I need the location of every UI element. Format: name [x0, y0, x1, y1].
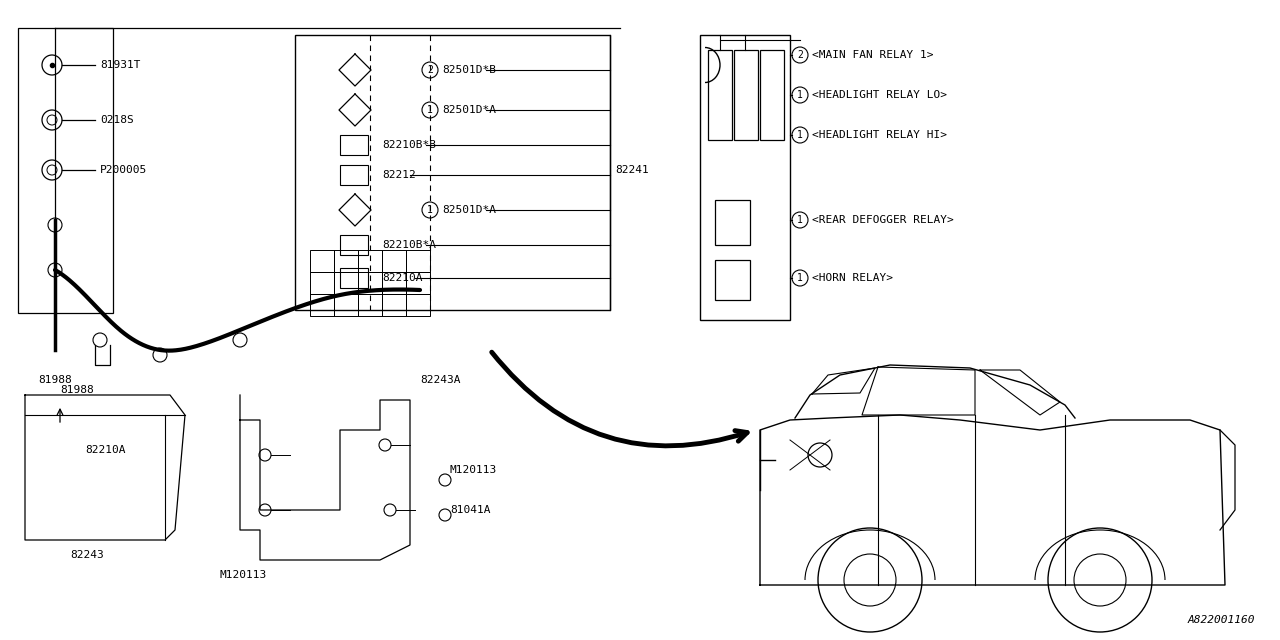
Text: <HORN RELAY>: <HORN RELAY> [812, 273, 893, 283]
Text: 81988: 81988 [60, 385, 93, 395]
Text: M120113: M120113 [220, 570, 268, 580]
Text: 81988: 81988 [38, 375, 72, 385]
Text: 1: 1 [797, 130, 803, 140]
Text: <REAR DEFOGGER RELAY>: <REAR DEFOGGER RELAY> [812, 215, 954, 225]
Bar [716, 260, 750, 300]
Text: <HEADLIGHT RELAY HI>: <HEADLIGHT RELAY HI> [812, 130, 947, 140]
Text: 1: 1 [797, 215, 803, 225]
Text: 82210A: 82210A [84, 445, 125, 455]
Bar [340, 165, 369, 185]
Text: 82243: 82243 [70, 550, 104, 560]
Bar [310, 272, 334, 294]
Bar [716, 200, 750, 245]
Bar [310, 294, 334, 316]
Text: 81931T: 81931T [100, 60, 141, 70]
Bar [310, 250, 334, 272]
Bar [381, 272, 406, 294]
Bar [406, 272, 430, 294]
Bar [340, 235, 369, 255]
Bar [340, 135, 369, 155]
Text: 82212: 82212 [381, 170, 416, 180]
Text: 82210B*B: 82210B*B [381, 140, 436, 150]
Text: 82241: 82241 [614, 165, 649, 175]
Text: <MAIN FAN RELAY 1>: <MAIN FAN RELAY 1> [812, 50, 933, 60]
Text: 0218S: 0218S [100, 115, 133, 125]
Text: 82243A: 82243A [420, 375, 461, 385]
Bar [294, 35, 611, 310]
Bar [406, 250, 430, 272]
Text: 81041A: 81041A [451, 505, 490, 515]
Text: 1: 1 [797, 90, 803, 100]
Bar [334, 294, 358, 316]
Text: 1: 1 [797, 273, 803, 283]
Text: 82501D*A: 82501D*A [442, 105, 497, 115]
Text: 1: 1 [428, 205, 433, 215]
Bar [358, 272, 381, 294]
Bar [340, 268, 369, 288]
Bar [733, 50, 758, 140]
Bar [700, 35, 790, 320]
Text: 82501D*B: 82501D*B [442, 65, 497, 75]
Bar [358, 294, 381, 316]
Bar [358, 250, 381, 272]
Bar [708, 50, 732, 140]
Bar [18, 28, 113, 313]
Bar [381, 250, 406, 272]
Text: 82210A: 82210A [381, 273, 422, 283]
Text: 1: 1 [428, 105, 433, 115]
Text: A822001160: A822001160 [1188, 615, 1254, 625]
Text: P200005: P200005 [100, 165, 147, 175]
Text: 82210B*A: 82210B*A [381, 240, 436, 250]
Text: <HEADLIGHT RELAY LO>: <HEADLIGHT RELAY LO> [812, 90, 947, 100]
Bar [381, 294, 406, 316]
Bar [334, 272, 358, 294]
Text: 82501D*A: 82501D*A [442, 205, 497, 215]
Text: M120113: M120113 [451, 465, 497, 475]
Bar [760, 50, 783, 140]
Bar [406, 294, 430, 316]
Text: 2: 2 [428, 65, 433, 75]
Bar [334, 250, 358, 272]
Text: 2: 2 [797, 50, 803, 60]
